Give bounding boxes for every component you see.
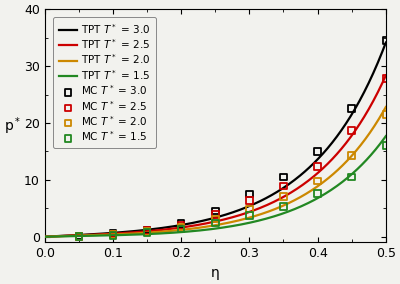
MC $T^*$ = 2.0 (314, 179, 321, 183)
MC $T^*$ = 2.5 (246, 198, 252, 202)
TPT $T^*$ = 3.0 (245, 205, 250, 208)
TPT $T^*$ = 2.5 (352, 131, 356, 134)
MC $T^*$ = 1.5 (144, 231, 150, 235)
TPT $T^*$ = 2.5 (44, 235, 48, 238)
Line: TPT $T^*$ = 3.0: TPT $T^*$ = 3.0 (45, 43, 386, 237)
MC $T^*$ = 3.0 (246, 192, 252, 196)
X-axis label: η: η (211, 266, 220, 280)
MC $T^*$ = 3.0 (178, 221, 184, 226)
TPT $T^*$ = 1.5 (44, 235, 48, 238)
TPT $T^*$ = 1.5 (352, 171, 356, 174)
MC $T^*$ = 1.5 (178, 227, 184, 231)
MC $T^*$ = 2.5 (383, 76, 389, 81)
TPT $T^*$ = 3.0 (244, 205, 249, 209)
TPT $T^*$ = 2.5 (244, 211, 249, 215)
TPT $T^*$ = 2.0 (384, 105, 388, 109)
TPT $T^*$ = 2.0 (352, 152, 356, 155)
TPT $T^*$ = 2.5 (384, 74, 388, 77)
TPT $T^*$ = 2.5 (245, 211, 250, 214)
MC $T^*$ = 2.5 (212, 212, 218, 217)
MC $T^*$ = 3.0 (314, 149, 321, 154)
Line: TPT $T^*$ = 1.5: TPT $T^*$ = 1.5 (45, 136, 386, 237)
MC $T^*$ = 2.5 (178, 223, 184, 227)
TPT $T^*$ = 3.0 (251, 202, 256, 206)
TPT $T^*$ = 2.0 (42, 235, 47, 239)
MC $T^*$ = 2.0 (246, 206, 252, 211)
MC $T^*$ = 1.5 (212, 221, 218, 225)
MC $T^*$ = 1.5 (280, 204, 287, 209)
MC $T^*$ = 2.0 (212, 217, 218, 221)
MC $T^*$ = 2.5 (144, 228, 150, 233)
TPT $T^*$ = 1.5 (251, 220, 256, 224)
MC $T^*$ = 2.5 (76, 234, 82, 239)
MC $T^*$ = 2.5 (314, 164, 321, 169)
MC $T^*$ = 3.0 (348, 106, 355, 111)
TPT $T^*$ = 3.0 (384, 41, 388, 44)
MC $T^*$ = 1.5 (76, 235, 82, 239)
TPT $T^*$ = 1.5 (244, 222, 249, 225)
TPT $T^*$ = 2.5 (330, 157, 335, 161)
TPT $T^*$ = 1.5 (42, 235, 47, 239)
MC $T^*$ = 2.0 (280, 194, 287, 199)
TPT $T^*$ = 1.5 (330, 187, 335, 191)
TPT $T^*$ = 1.5 (384, 134, 388, 138)
TPT $T^*$ = 2.5 (251, 209, 256, 212)
MC $T^*$ = 1.5 (348, 175, 355, 179)
MC $T^*$ = 1.5 (110, 233, 116, 238)
TPT $T^*$ = 2.0 (244, 217, 249, 220)
MC $T^*$ = 1.5 (246, 213, 252, 218)
TPT $T^*$ = 1.5 (245, 222, 250, 225)
TPT $T^*$ = 3.0 (44, 235, 48, 238)
TPT $T^*$ = 3.0 (42, 235, 47, 239)
TPT $T^*$ = 3.0 (330, 141, 335, 144)
MC $T^*$ = 2.0 (178, 225, 184, 229)
TPT $T^*$ = 2.5 (42, 235, 47, 239)
MC $T^*$ = 3.0 (212, 209, 218, 213)
Y-axis label: p$^*$: p$^*$ (4, 115, 22, 137)
TPT $T^*$ = 2.0 (330, 173, 335, 177)
MC $T^*$ = 3.0 (144, 228, 150, 232)
Line: TPT $T^*$ = 2.0: TPT $T^*$ = 2.0 (45, 107, 386, 237)
TPT $T^*$ = 2.0 (245, 216, 250, 220)
MC $T^*$ = 2.0 (348, 153, 355, 158)
TPT $T^*$ = 3.0 (352, 109, 356, 112)
MC $T^*$ = 2.5 (280, 184, 287, 188)
MC $T^*$ = 2.0 (383, 112, 389, 117)
MC $T^*$ = 3.0 (383, 38, 389, 43)
MC $T^*$ = 2.5 (348, 128, 355, 133)
MC $T^*$ = 3.0 (110, 231, 116, 236)
MC $T^*$ = 2.0 (144, 229, 150, 234)
Line: TPT $T^*$ = 2.5: TPT $T^*$ = 2.5 (45, 75, 386, 237)
MC $T^*$ = 2.0 (76, 235, 82, 239)
MC $T^*$ = 1.5 (383, 143, 389, 148)
MC $T^*$ = 1.5 (314, 191, 321, 196)
Legend: TPT $T^*$ = 3.0, TPT $T^*$ = 2.5, TPT $T^*$ = 2.0, TPT $T^*$ = 1.5, MC $T^*$ = 3: TPT $T^*$ = 3.0, TPT $T^*$ = 2.5, TPT $T… (53, 17, 156, 149)
MC $T^*$ = 2.0 (110, 233, 116, 237)
MC $T^*$ = 2.5 (110, 232, 116, 236)
MC $T^*$ = 3.0 (280, 175, 287, 179)
TPT $T^*$ = 2.0 (251, 215, 256, 218)
MC $T^*$ = 3.0 (76, 234, 82, 238)
TPT $T^*$ = 2.0 (44, 235, 48, 238)
